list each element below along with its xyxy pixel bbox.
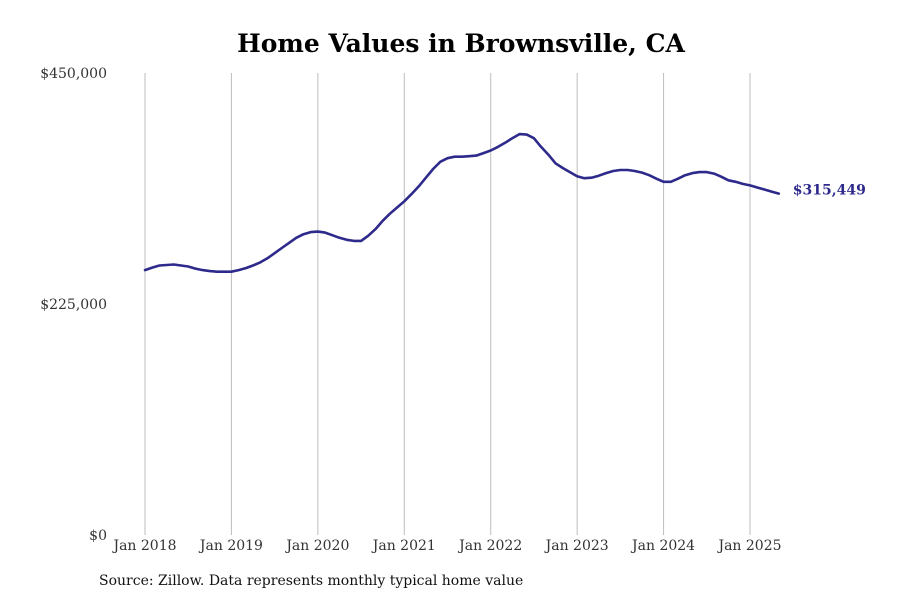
x-tick-label: Jan 2025 bbox=[716, 538, 781, 554]
chart-title: Home Values in Brownsville, CA bbox=[237, 29, 685, 58]
source-note: Source: Zillow. Data represents monthly … bbox=[99, 573, 524, 589]
series-layer: $315,449 bbox=[143, 132, 866, 273]
y-tick-label: $0 bbox=[89, 528, 107, 544]
x-tick-label: Jan 2022 bbox=[457, 538, 522, 554]
y-axis: $0 $225,000 $450,000 bbox=[40, 66, 107, 544]
x-tick-label: Jan 2023 bbox=[544, 538, 609, 554]
grid bbox=[144, 73, 751, 535]
series-line bbox=[143, 132, 781, 273]
end-value-label: $315,449 bbox=[793, 183, 866, 199]
y-tick-label: $225,000 bbox=[40, 297, 107, 313]
x-tick-label: Jan 2024 bbox=[630, 538, 695, 554]
x-tick-label: Jan 2020 bbox=[284, 538, 349, 554]
x-axis: Jan 2018 Jan 2019 Jan 2020 Jan 2021 Jan 2022… bbox=[111, 538, 781, 554]
x-tick-label: Jan 2018 bbox=[111, 538, 176, 554]
x-tick-label: Jan 2021 bbox=[371, 538, 436, 554]
y-tick-label: $450,000 bbox=[40, 66, 107, 82]
x-tick-label: Jan 2019 bbox=[198, 538, 263, 554]
